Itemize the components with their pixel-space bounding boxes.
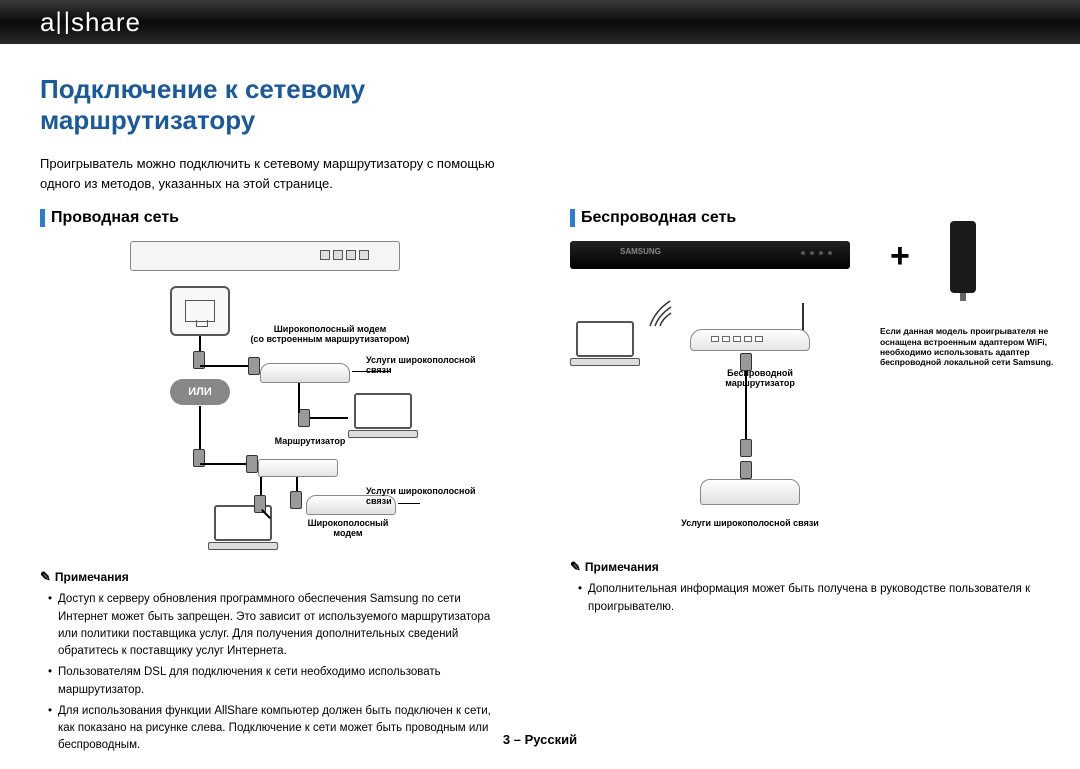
broadband-label-2: Услуги широкополоснойсвязи (366, 487, 476, 507)
list-item: Пользователям DSL для подключения к сети… (40, 664, 510, 699)
page-content: Подключение к сетевому маршрутизатору Пр… (0, 44, 1080, 769)
wifi-router-label: Беспроводной маршрутизатор (695, 369, 825, 389)
broadband-label-1: Услуги широкополоснойсвязи (366, 356, 476, 376)
list-item: Доступ к серверу обновления программного… (40, 591, 510, 660)
wireless-diagram: SAMSUNG + Если данная модель проигрывате… (570, 241, 1040, 541)
broadband-label: Услуги широкополосной связи (670, 519, 830, 529)
modem-label: Широкополосныймодем (298, 519, 398, 539)
wireless-column: Беспроводная сеть SAMSUNG + Если данная … (570, 209, 1040, 758)
wireless-notes-heading: Примечания (570, 559, 1040, 575)
wired-diagram: Широкополосный модем(со встроенным маршр… (40, 241, 510, 551)
router-label: Маршрутизатор (270, 437, 350, 447)
modem-builtin-label: Широкополосный модем(со встроенным маршр… (250, 325, 410, 345)
page-footer: 3 – Русский (0, 732, 1080, 747)
router-icon (258, 459, 338, 477)
intro-paragraph: Проигрыватель можно подключить к сетевом… (40, 154, 510, 193)
or-badge: ИЛИ (170, 379, 230, 405)
laptop-icon (348, 393, 418, 441)
wired-notes-heading: Примечания (40, 569, 510, 585)
header-bar: a | | share (0, 0, 1080, 44)
accent-bar (40, 209, 45, 227)
player-device-icon: SAMSUNG (570, 241, 850, 269)
list-item: Дополнительная информация может быть пол… (570, 581, 1040, 616)
player-device-icon (130, 241, 400, 271)
plus-icon: + (890, 237, 910, 276)
modem-icon (700, 479, 800, 505)
laptop-icon-2 (208, 505, 278, 553)
laptop-icon (570, 321, 640, 369)
wifi-adapter-icon (950, 221, 976, 293)
wired-notes-list: Доступ к серверу обновления программного… (40, 591, 510, 754)
adapter-note: Если данная модель проигрывателя не осна… (880, 326, 1060, 367)
wired-column: Проводная сеть Широкополосный модем(со в… (40, 209, 510, 758)
ethernet-port-icon (170, 286, 230, 336)
wifi-waves-icon (645, 291, 685, 331)
wired-heading: Проводная сеть (40, 209, 510, 227)
page-title: Подключение к сетевому маршрутизатору (40, 74, 1040, 136)
wireless-notes-list: Дополнительная информация может быть пол… (570, 581, 1040, 616)
accent-bar (570, 209, 575, 227)
wifi-router-icon (690, 321, 810, 351)
logo: a | | share (40, 7, 141, 38)
modem-builtin-icon (260, 363, 350, 383)
